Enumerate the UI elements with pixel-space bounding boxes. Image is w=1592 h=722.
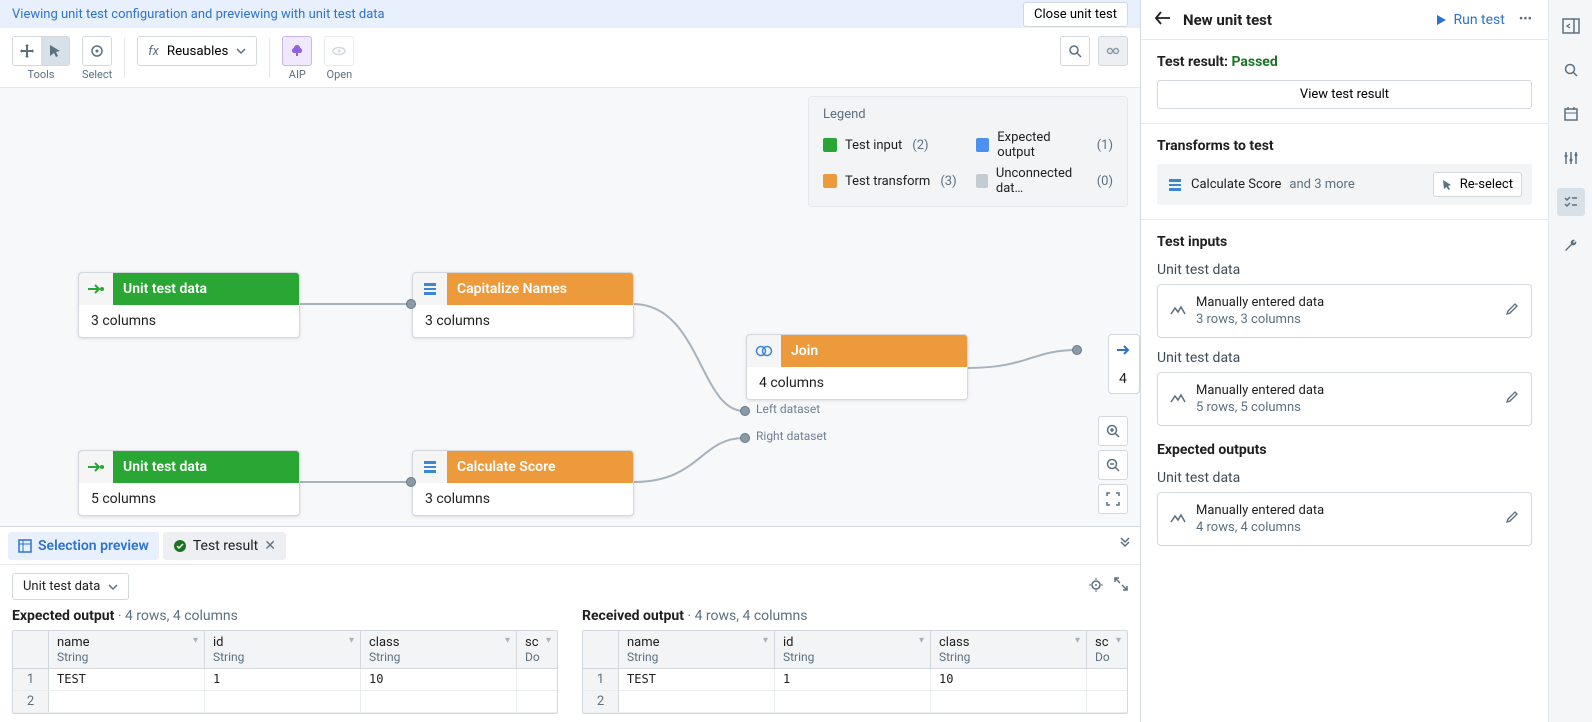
test-result-status: Passed — [1231, 54, 1277, 70]
node-output[interactable]: 4 — [1108, 334, 1140, 394]
view-test-result-button[interactable]: View test result — [1157, 80, 1532, 109]
legend-panel: Legend Test input(2) Expected output(1) Te… — [808, 96, 1128, 207]
tab-selection-preview[interactable]: Selection preview — [8, 532, 159, 560]
node-calculate-score[interactable]: Calculate Score 3 columns — [412, 450, 634, 516]
canvas[interactable]: Unit test data 3 columns Unit test data … — [0, 88, 1140, 526]
search-button[interactable] — [1060, 36, 1090, 66]
legend-item: Unconnected dat…(0) — [976, 166, 1113, 196]
locate-icon[interactable] — [1088, 577, 1104, 597]
data-icon — [1170, 512, 1186, 526]
topbar: Viewing unit test configuration and prev… — [0, 0, 1140, 28]
move-tool-button[interactable] — [13, 37, 41, 65]
chevron-down-icon — [236, 46, 246, 56]
select-tool-button[interactable] — [41, 37, 69, 65]
legend-item: Test transform(3) — [823, 166, 960, 196]
input-label-1: Unit test data — [1157, 262, 1532, 278]
collapse-panel-icon[interactable] — [1118, 537, 1132, 555]
rail-settings-icon[interactable] — [1557, 144, 1585, 172]
join-right-port: Right dataset — [756, 429, 827, 443]
select-label: Select — [82, 68, 112, 81]
column-header[interactable]: scDo▾ — [517, 631, 557, 668]
legend-item: Expected output(1) — [976, 130, 1113, 160]
node-join[interactable]: Join 4 columns — [746, 334, 968, 400]
node-unit-test-data-1[interactable]: Unit test data 3 columns — [78, 272, 300, 338]
fx-icon: fx — [148, 44, 159, 59]
close-tab-icon[interactable]: ✕ — [264, 538, 276, 554]
close-unit-test-button[interactable]: Close unit test — [1023, 2, 1128, 27]
edit-icon[interactable] — [1505, 510, 1519, 528]
check-circle-icon — [173, 539, 187, 553]
table-icon — [18, 539, 32, 553]
back-icon[interactable] — [1155, 11, 1171, 29]
input-label-2: Unit test data — [1157, 350, 1532, 366]
rail-search-icon[interactable] — [1557, 56, 1585, 84]
open-label: Open — [327, 68, 353, 81]
expected-outputs-heading: Expected outputs — [1157, 442, 1532, 458]
bottom-panel: Selection preview Test result ✕ Unit tes… — [0, 526, 1140, 722]
node-capitalize-names[interactable]: Capitalize Names 3 columns — [412, 272, 634, 338]
expected-output-table: Expected output · 4 rows, 4 columns name… — [12, 608, 558, 714]
node-unit-test-data-2[interactable]: Unit test data 5 columns — [78, 450, 300, 516]
run-test-button[interactable]: Run test — [1435, 12, 1504, 28]
column-header[interactable]: nameString▾ — [49, 631, 205, 668]
aip-label: AIP — [289, 68, 306, 81]
received-output-table: Received output · 4 rows, 4 columns name… — [582, 608, 1128, 714]
rail-checklist-icon[interactable] — [1557, 188, 1585, 216]
edit-icon[interactable] — [1505, 302, 1519, 320]
transforms-heading: Transforms to test — [1157, 138, 1532, 154]
column-header[interactable]: idString▾ — [775, 631, 931, 668]
topbar-title: Viewing unit test configuration and prev… — [12, 7, 385, 22]
more-icon[interactable]: ••• — [1517, 12, 1534, 27]
transform-item: Calculate Score and 3 more Re-select — [1157, 164, 1532, 205]
output-label-1: Unit test data — [1157, 470, 1532, 486]
rail-panel-icon[interactable] — [1557, 12, 1585, 40]
column-header[interactable]: classString▾ — [931, 631, 1087, 668]
data-icon — [1170, 304, 1186, 318]
rail-wrench-icon[interactable] — [1557, 232, 1585, 260]
expected-output-card: Manually entered data 4 rows, 4 columns — [1157, 492, 1532, 546]
test-inputs-heading: Test inputs — [1157, 234, 1532, 250]
column-header[interactable]: nameString▾ — [619, 631, 775, 668]
transform-icon — [1167, 177, 1183, 193]
chevron-down-icon — [108, 582, 118, 592]
data-icon — [1170, 392, 1186, 406]
link-button[interactable] — [1098, 36, 1128, 66]
expand-icon[interactable] — [1114, 577, 1128, 597]
zoom-out-button[interactable] — [1098, 450, 1128, 480]
column-header[interactable]: idString▾ — [205, 631, 361, 668]
icon-rail — [1548, 0, 1592, 722]
zoom-fit-button[interactable] — [1098, 484, 1128, 514]
column-header[interactable]: classString▾ — [361, 631, 517, 668]
tools-label: Tools — [28, 68, 55, 81]
aip-button[interactable] — [282, 36, 312, 66]
join-left-port: Left dataset — [756, 402, 820, 416]
rail-calendar-icon[interactable] — [1557, 100, 1585, 128]
legend-title: Legend — [823, 107, 1113, 122]
test-input-card-2: Manually entered data 5 rows, 5 columns — [1157, 372, 1532, 426]
edit-icon[interactable] — [1505, 390, 1519, 408]
right-panel: New unit test Run test ••• Test result: … — [1140, 0, 1548, 722]
column-header[interactable]: scDo▾ — [1087, 631, 1127, 668]
zoom-in-button[interactable] — [1098, 416, 1128, 446]
play-icon — [1435, 14, 1447, 26]
data-select-dropdown[interactable]: Unit test data — [12, 573, 129, 600]
target-tool-button[interactable] — [82, 36, 112, 66]
reusables-dropdown[interactable]: fx Reusables — [137, 36, 257, 66]
panel-title: New unit test — [1183, 11, 1272, 29]
legend-item: Test input(2) — [823, 130, 960, 160]
toolbar: Tools Select fx Reusables AIP Open — [0, 28, 1140, 88]
open-button[interactable] — [324, 36, 354, 66]
tab-test-result[interactable]: Test result ✕ — [163, 532, 286, 560]
cursor-icon — [1442, 179, 1454, 191]
test-input-card-1: Manually entered data 3 rows, 3 columns — [1157, 284, 1532, 338]
reselect-button[interactable]: Re-select — [1433, 172, 1522, 197]
